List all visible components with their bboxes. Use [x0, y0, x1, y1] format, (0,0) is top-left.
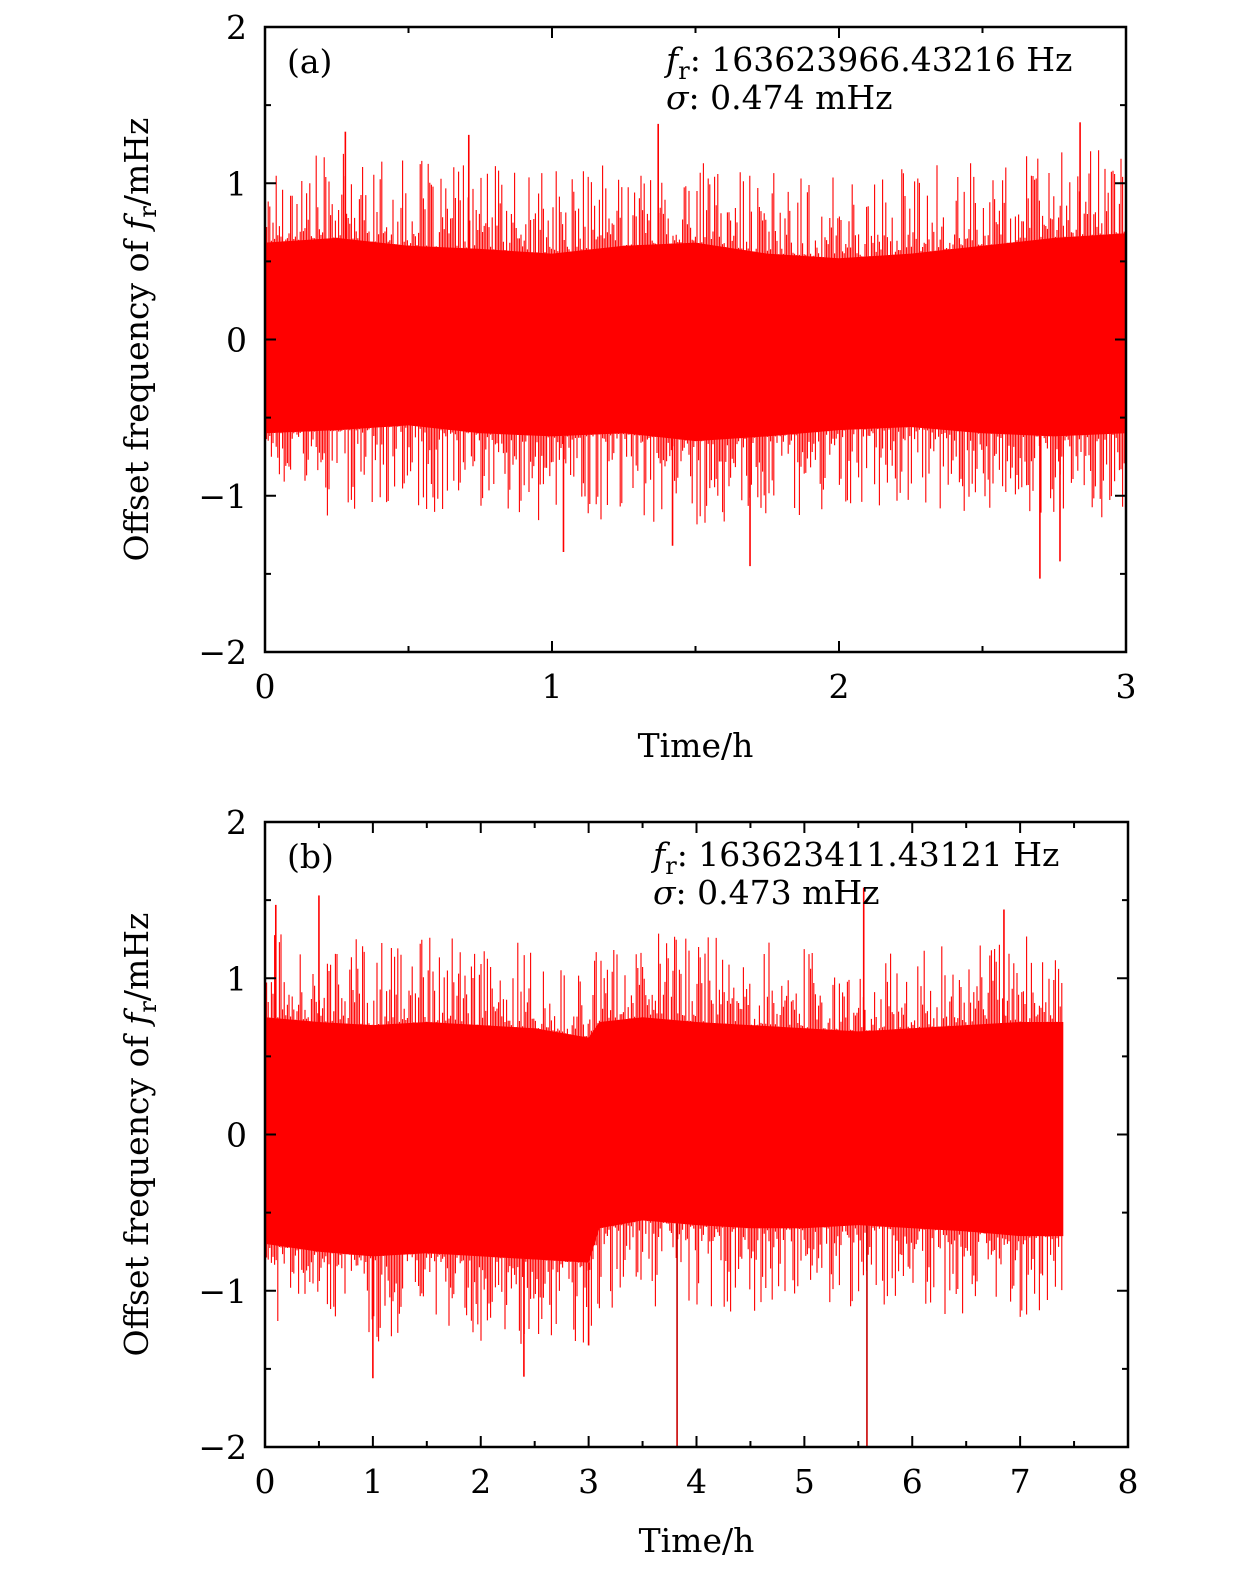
sigma-annotation: σ: 0.474 mHz — [666, 78, 893, 117]
y-axis-label-prefix: Offset frequency of — [117, 230, 156, 562]
fr-annotation: fr: 163623966.43216 Hz — [663, 40, 1072, 85]
x-tick-label: 5 — [794, 1462, 815, 1501]
sigma-symbol: σ — [666, 78, 690, 117]
chart-panel-b: 0 1 2 3 4 5 6 7 8 −2 −1 0 1 2 (b) fr: 163623411.43121… — [117, 803, 1139, 1560]
y-axis-label-subscript: r — [134, 206, 162, 218]
y-tick-label: 0 — [226, 1116, 247, 1155]
x-tick-label: 8 — [1118, 1462, 1139, 1501]
y-axis-label-suffix: /mHz — [117, 118, 156, 207]
x-tick-label: 1 — [362, 1462, 383, 1501]
tick-labels: 0 1 2 3 −2 −1 0 1 2 — [198, 8, 1136, 706]
x-tick-label: 1 — [542, 667, 563, 706]
noise-trace — [264, 150, 1127, 525]
y-tick-label: −1 — [198, 477, 247, 516]
x-tick-label: 0 — [255, 1462, 276, 1501]
y-axis-label-subscript: r — [134, 1001, 162, 1013]
y-tick-label: 1 — [226, 164, 247, 203]
fr-subscript: r — [665, 852, 677, 880]
panel-label: (a) — [287, 42, 332, 81]
y-tick-label: −2 — [198, 1428, 247, 1467]
tick-marks — [264, 821, 1129, 1448]
noise-trace — [264, 933, 1063, 1344]
tick-labels: 0 1 2 3 4 5 6 7 8 −2 −1 0 1 2 — [198, 803, 1138, 1501]
x-tick-label: 0 — [255, 667, 276, 706]
x-tick-label: 2 — [470, 1462, 491, 1501]
x-tick-label: 2 — [829, 667, 850, 706]
x-tick-label: 3 — [578, 1462, 599, 1501]
chart-panel-a: 0 1 2 3 −2 −1 0 1 2 (a) fr: 163623966.43216 Hz σ… — [117, 8, 1137, 765]
fr-value: : 163623411.43121 Hz — [677, 835, 1060, 874]
data-layer — [264, 122, 1127, 579]
x-axis-label: Time/h — [639, 1521, 755, 1560]
x-tick-label: 7 — [1010, 1462, 1031, 1501]
sigma-annotation: σ: 0.473 mHz — [653, 873, 880, 912]
sigma-value: : 0.474 mHz — [689, 78, 893, 117]
y-axis-label: Offset frequency of fr/mHz — [117, 118, 162, 562]
y-tick-label: −2 — [198, 633, 247, 672]
sigma-value: : 0.473 mHz — [676, 873, 880, 912]
fr-annotation: fr: 163623411.43121 Hz — [650, 835, 1059, 880]
x-axis-label: Time/h — [638, 726, 754, 765]
x-tick-label: 6 — [902, 1462, 923, 1501]
fr-subscript: r — [678, 57, 690, 85]
x-tick-label: 3 — [1116, 667, 1137, 706]
y-tick-label: 2 — [226, 803, 247, 842]
panel-label: (b) — [287, 837, 334, 876]
y-tick-label: 1 — [226, 959, 247, 998]
y-tick-label: 0 — [226, 321, 247, 360]
y-axis-label-suffix: /mHz — [117, 913, 156, 1002]
x-tick-label: 4 — [686, 1462, 707, 1501]
data-layer — [264, 887, 1064, 1447]
y-tick-label: −1 — [198, 1272, 247, 1311]
tick-marks — [264, 26, 1127, 653]
y-tick-label: 2 — [226, 8, 247, 47]
fr-value: : 163623966.43216 Hz — [690, 40, 1073, 79]
y-axis-label-prefix: Offset frequency of — [117, 1025, 156, 1357]
sigma-symbol: σ — [653, 873, 677, 912]
y-axis-label: Offset frequency of fr/mHz — [117, 913, 162, 1357]
